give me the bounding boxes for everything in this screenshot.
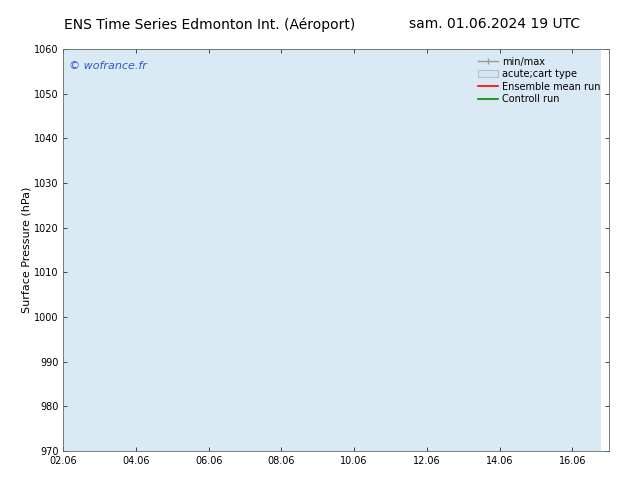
Bar: [93, 49, 325, 451]
Legend: min/max, acute;cart type, Ensemble mean run, Controll run: min/max, acute;cart type, Ensemble mean …: [475, 54, 604, 107]
Y-axis label: Surface Pressure (hPa): Surface Pressure (hPa): [21, 187, 31, 313]
Bar: [100, 49, 281, 451]
Text: sam. 01.06.2024 19 UTC: sam. 01.06.2024 19 UTC: [409, 17, 580, 31]
Text: © wofrance.fr: © wofrance.fr: [69, 61, 146, 71]
Bar: [93, 49, 565, 451]
Bar: [63, 49, 93, 451]
Text: ENS Time Series Edmonton Int. (Aéroport): ENS Time Series Edmonton Int. (Aéroport): [63, 17, 355, 32]
Bar: [93, 49, 602, 451]
